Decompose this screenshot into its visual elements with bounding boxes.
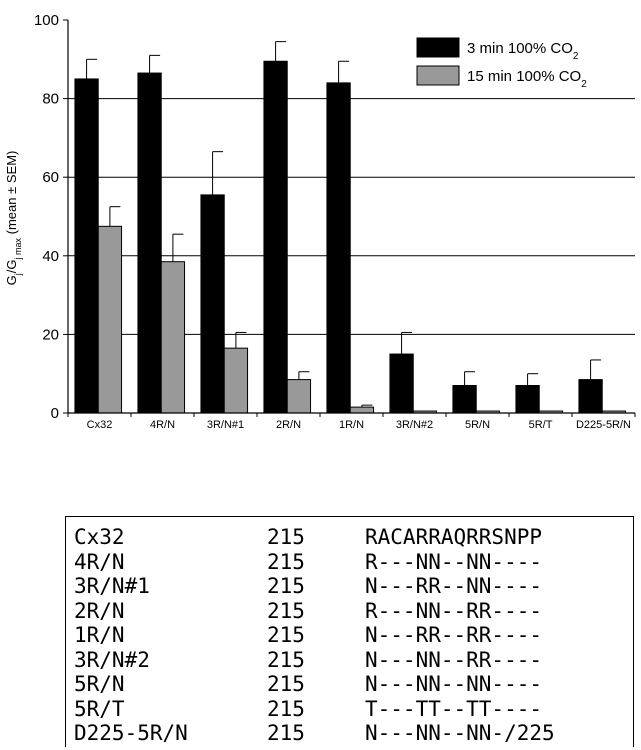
legend: 3 min 100% CO2 15 min 100% CO2 — [416, 37, 587, 90]
y-tick-label: 80 — [42, 91, 59, 108]
bar-chart: Cx32 4R/N 3R/N#1 2R/N 1R/N 3R/N#2 5R/N 5R/T D225… — [4, 12, 636, 431]
x-tick-label: 3R/N#2 — [396, 419, 433, 431]
x-tick-label: Cx32 — [87, 419, 113, 431]
bar-series-1 — [200, 194, 225, 414]
bar-series-1 — [578, 379, 603, 414]
bar-series-1 — [452, 384, 477, 414]
sequence-name: 5R/T — [74, 696, 125, 721]
sequence-position: 215 — [267, 623, 305, 647]
bar-series-1 — [74, 78, 99, 414]
sequence-residues: RACARRAQRRSNPP — [365, 525, 543, 549]
sequence-residues: N---NN--RR---- — [365, 647, 543, 672]
x-tick-label: 2R/N — [276, 419, 301, 431]
y-tick-label: 0 — [51, 405, 59, 422]
sequence-name: D225-5R/N — [74, 721, 188, 745]
bar-series-1 — [389, 353, 414, 414]
y-tick-label: 100 — [34, 12, 59, 29]
x-tick-label: 3R/N#1 — [207, 419, 244, 431]
legend-label: 15 min 100% CO2 — [467, 68, 587, 90]
sequence-residues: N---NN--NN---- — [365, 672, 543, 696]
sequence-position: 215 — [267, 672, 305, 696]
y-tick-label: 40 — [42, 248, 59, 265]
sequence-residues: R---NN--RR---- — [365, 598, 543, 623]
bar-series-2 — [349, 406, 375, 414]
grid-lines — [68, 98, 635, 335]
sequence-table: Cx32 215 RACARRAQRRSNPP 4R/N 215 R---NN--NN--… — [65, 516, 634, 747]
x-tick-label: D225-5R/N — [576, 419, 631, 431]
sequence-residues: N---NN--NN-/225 — [365, 721, 555, 745]
sequence-position: 215 — [267, 549, 305, 574]
sequence-position: 215 — [267, 598, 305, 623]
y-axis-label: Gj/Gj max (mean ± SEM) — [4, 151, 23, 286]
legend-label: 3 min 100% CO2 — [467, 40, 579, 62]
x-tick-label: 5R/N — [465, 419, 490, 431]
x-tick-label: 5R/T — [529, 419, 553, 431]
sequence-name: 3R/N#2 — [74, 647, 150, 672]
x-tick-label: 4R/N — [150, 419, 175, 431]
sequence-name: 1R/N — [74, 623, 125, 647]
sequence-name: 3R/N#1 — [74, 574, 150, 598]
sequence-position: 215 — [267, 525, 305, 549]
legend-swatch — [416, 37, 460, 58]
sequence-name: 4R/N — [74, 549, 125, 574]
legend-swatch — [416, 65, 460, 86]
bar-series-2 — [160, 261, 186, 414]
y-tick-label: 20 — [42, 326, 59, 343]
bar-series-2 — [223, 347, 249, 414]
bar-series-1 — [137, 72, 162, 414]
bar-series-1 — [263, 60, 288, 414]
sequence-position: 215 — [267, 721, 305, 745]
sequence-position: 215 — [267, 696, 305, 721]
sequence-name: Cx32 — [74, 525, 125, 549]
sequence-residues: N---RR--RR---- — [365, 623, 543, 647]
sequence-residues: T---TT--TT---- — [365, 696, 543, 721]
bar-series-2 — [286, 379, 312, 414]
bar-series-1 — [326, 82, 351, 414]
x-tick-label: 1R/N — [339, 419, 364, 431]
sequence-residues: N---RR--NN---- — [365, 574, 543, 598]
sequence-name: 5R/N — [74, 672, 125, 696]
bar-series-1 — [515, 384, 540, 414]
sequence-name: 2R/N — [74, 598, 125, 623]
axes: Cx32 4R/N 3R/N#1 2R/N 1R/N 3R/N#2 5R/N 5R/T D225… — [34, 12, 636, 431]
y-tick-label: 60 — [42, 169, 59, 186]
bar-series-2 — [97, 225, 123, 414]
sequence-position: 215 — [267, 574, 305, 598]
bars — [74, 41, 627, 414]
sequence-residues: R---NN--NN---- — [365, 549, 543, 574]
sequence-position: 215 — [267, 647, 305, 672]
